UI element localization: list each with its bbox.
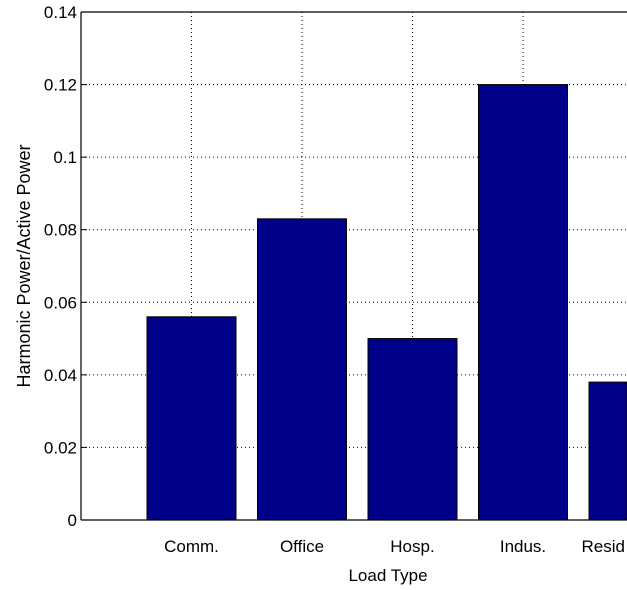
bar-indus: [478, 84, 568, 521]
y-tick-label: 0.04: [44, 366, 77, 385]
y-tick-label: 0.14: [44, 3, 77, 22]
y-tick-label: 0.06: [44, 293, 77, 312]
y-tick-label: 0.1: [53, 148, 77, 167]
axes: [80, 11, 627, 521]
x-tick-labels: Comm. Office Hosp. Indus. Resid: [164, 537, 625, 556]
y-tick-label: 0: [68, 511, 77, 530]
bar-resid: [588, 381, 627, 521]
x-tick-label: Resid: [582, 537, 625, 556]
x-tick-label: Indus.: [500, 537, 546, 556]
x-axis-label: Load Type: [348, 566, 427, 585]
y-axis-label: Harmonic Power/Active Power: [14, 144, 34, 387]
x-tick-label: Office: [280, 537, 324, 556]
y-tick-label: 0.12: [44, 76, 77, 95]
y-tick-label: 0.02: [44, 438, 77, 457]
bar-office: [257, 218, 347, 521]
x-tick-label: Comm.: [164, 537, 219, 556]
bars: [146, 84, 627, 521]
y-tick-labels: 0 0.02 0.04 0.06 0.08 0.1 0.12 0.14: [44, 3, 77, 530]
x-tick-label: Hosp.: [390, 537, 434, 556]
bar-hosp: [367, 338, 458, 521]
y-tick-label: 0.08: [44, 221, 77, 240]
bar-comm: [146, 316, 237, 521]
